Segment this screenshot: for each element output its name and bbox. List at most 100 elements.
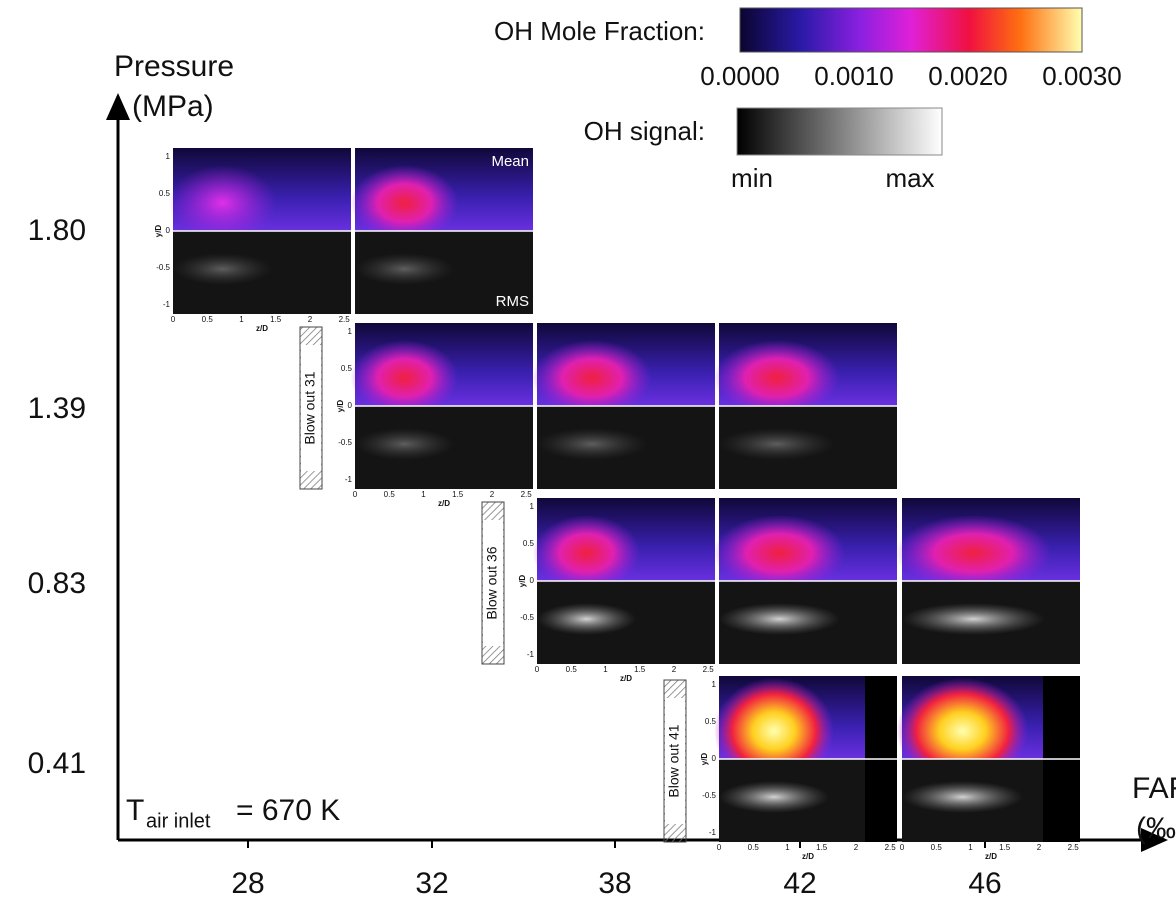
panel-y-tick-label: 0 bbox=[712, 754, 717, 763]
panel-x-tick-label: 0.5 bbox=[566, 665, 578, 674]
panel-x-tick-label: 1.5 bbox=[634, 665, 646, 674]
rms-glow bbox=[719, 781, 829, 813]
panel-y-tick-label: -1 bbox=[709, 828, 717, 837]
panel-y-tick-label: -1 bbox=[163, 300, 171, 309]
x-tick-label: 38 bbox=[598, 867, 631, 900]
graybar-max: max bbox=[885, 163, 934, 193]
rms-glow bbox=[173, 253, 272, 285]
panel-y-tick-label: 0.5 bbox=[159, 189, 171, 198]
x-tick-label: 28 bbox=[231, 867, 264, 900]
flame-panel: 0 0.5 1 1.5 2 2.5 z/D 1 0.5 0 -0.5 -1 y/D bbox=[154, 148, 351, 333]
rms-glow bbox=[902, 603, 1045, 635]
panel-y-tick-label: -0.5 bbox=[156, 263, 170, 272]
panel-x-tick-label: 1.5 bbox=[270, 315, 282, 324]
panel-x-tick-label: 0 bbox=[171, 315, 176, 324]
panel-y-tick-label: 1 bbox=[530, 502, 535, 511]
panel-x-tick-label: 2 bbox=[854, 843, 859, 852]
panel-x-tick-label: 2 bbox=[308, 315, 313, 324]
condition-symbol: T bbox=[126, 794, 144, 827]
panel-x-tick-label: 0 bbox=[353, 490, 358, 499]
colorbar-tick-label: 0.0000 bbox=[700, 61, 780, 91]
panel-x-tick-label: 2 bbox=[672, 665, 677, 674]
rms-glow bbox=[719, 428, 835, 460]
colorbar-tick-label: 0.0030 bbox=[1042, 61, 1122, 91]
panel-x-tick-label: 1 bbox=[603, 665, 608, 674]
flame-panel: 0 0.5 1 1.5 2 2.5 z/D 1 0.5 0 -0.5 -1 y/D bbox=[518, 498, 715, 683]
graybar-label: OH signal: bbox=[584, 116, 705, 146]
flame-panel bbox=[713, 323, 897, 489]
flame-panel: Mean RMS bbox=[350, 148, 533, 314]
panel-y-tick-label: -0.5 bbox=[338, 438, 352, 447]
x-tick-label: 32 bbox=[415, 867, 448, 900]
x-title: FAR bbox=[1132, 772, 1176, 805]
panel-x-label: z/D bbox=[438, 499, 450, 508]
panel-x-tick-label: 2.5 bbox=[521, 490, 533, 499]
panel-x-tick-label: 1.5 bbox=[452, 490, 464, 499]
y-tick-label: 0.41 bbox=[28, 747, 86, 780]
y-title: Pressure bbox=[114, 50, 234, 83]
blow-out-label-bg bbox=[301, 345, 321, 471]
flame-panel: 0 0.5 1 1.5 2 2.5 z/D 1 0.5 0 -0.5 -1 y/D bbox=[336, 323, 533, 508]
x-tick-label: 46 bbox=[968, 867, 1001, 900]
panel-y-tick-label: 1 bbox=[712, 680, 717, 689]
panel-y-tick-label: 0 bbox=[348, 401, 353, 410]
panel-x-tick-label: 2.5 bbox=[1068, 843, 1080, 852]
panel-x-tick-label: 0.5 bbox=[748, 843, 760, 852]
colorbar-tick-label: 0.0020 bbox=[928, 61, 1008, 91]
colorbar-label: OH Mole Fraction: bbox=[494, 16, 705, 46]
panel-y-tick-label: 1 bbox=[166, 152, 171, 161]
graybar bbox=[736, 107, 943, 156]
panel-x-label: z/D bbox=[620, 674, 632, 683]
rms-glow bbox=[902, 781, 1023, 813]
panel-y-label: y/D bbox=[336, 400, 345, 413]
panel-x-tick-label: 2.5 bbox=[703, 665, 715, 674]
y-unit: (MPa) bbox=[132, 90, 214, 123]
panel-y-tick-label: 0.5 bbox=[523, 539, 535, 548]
condition-subscript: air inlet bbox=[146, 810, 211, 832]
flame-hotspot bbox=[532, 515, 641, 591]
flame-hotspot bbox=[350, 165, 459, 241]
panel-x-tick-label: 1 bbox=[239, 315, 244, 324]
condition-value: = 670 K bbox=[236, 794, 340, 827]
panel-x-tick-label: 0.5 bbox=[202, 315, 214, 324]
blow-out-label: Blow out 36 bbox=[484, 546, 500, 619]
panel-y-tick-label: 0.5 bbox=[705, 717, 717, 726]
mean-label: Mean bbox=[491, 153, 529, 170]
panel-y-label: y/D bbox=[518, 575, 527, 588]
flame-hotspot bbox=[896, 677, 1029, 785]
colorbar-tick-label: 0.0010 bbox=[814, 61, 894, 91]
flame-hotspot bbox=[714, 677, 834, 785]
panel-y-label: y/D bbox=[154, 225, 163, 238]
blow-out-label: Blow out 41 bbox=[666, 724, 682, 797]
panel-x-tick-label: 1 bbox=[785, 843, 790, 852]
panel-x-tick-label: 1 bbox=[421, 490, 426, 499]
rms-glow bbox=[537, 428, 647, 460]
rms-glow bbox=[355, 253, 454, 285]
panel-x-tick-label: 0.5 bbox=[931, 843, 943, 852]
rms-glow bbox=[537, 603, 636, 635]
panel-x-label: z/D bbox=[256, 324, 268, 333]
rms-label: RMS bbox=[496, 293, 529, 310]
flame-hotspot bbox=[532, 340, 652, 416]
flame-hotspot bbox=[895, 515, 1052, 591]
graybar-min: min bbox=[731, 163, 773, 193]
panel-y-tick-label: 0 bbox=[530, 576, 535, 585]
flame-hotspot bbox=[713, 515, 846, 591]
flame-panel bbox=[895, 498, 1080, 664]
panel-y-label: y/D bbox=[700, 753, 709, 766]
panel-y-tick-label: -1 bbox=[527, 650, 535, 659]
colorbar bbox=[739, 7, 1083, 53]
panel-x-tick-label: 0.5 bbox=[384, 490, 396, 499]
panel-x-tick-label: 2.5 bbox=[339, 315, 351, 324]
flame-panel bbox=[713, 498, 897, 664]
panel-x-label: z/D bbox=[802, 852, 814, 861]
blow-out-label-bg bbox=[665, 698, 685, 824]
y-tick-label: 0.83 bbox=[28, 567, 86, 600]
panel-y-tick-label: -0.5 bbox=[520, 613, 534, 622]
flame-panel: 0 0.5 1 1.5 2 2.5 z/D bbox=[896, 676, 1080, 861]
x-unit: (‰) bbox=[1136, 812, 1176, 845]
flame-hotspot bbox=[168, 165, 277, 241]
panel-y-tick-label: -1 bbox=[345, 475, 353, 484]
panel-y-tick-label: -0.5 bbox=[702, 791, 716, 800]
